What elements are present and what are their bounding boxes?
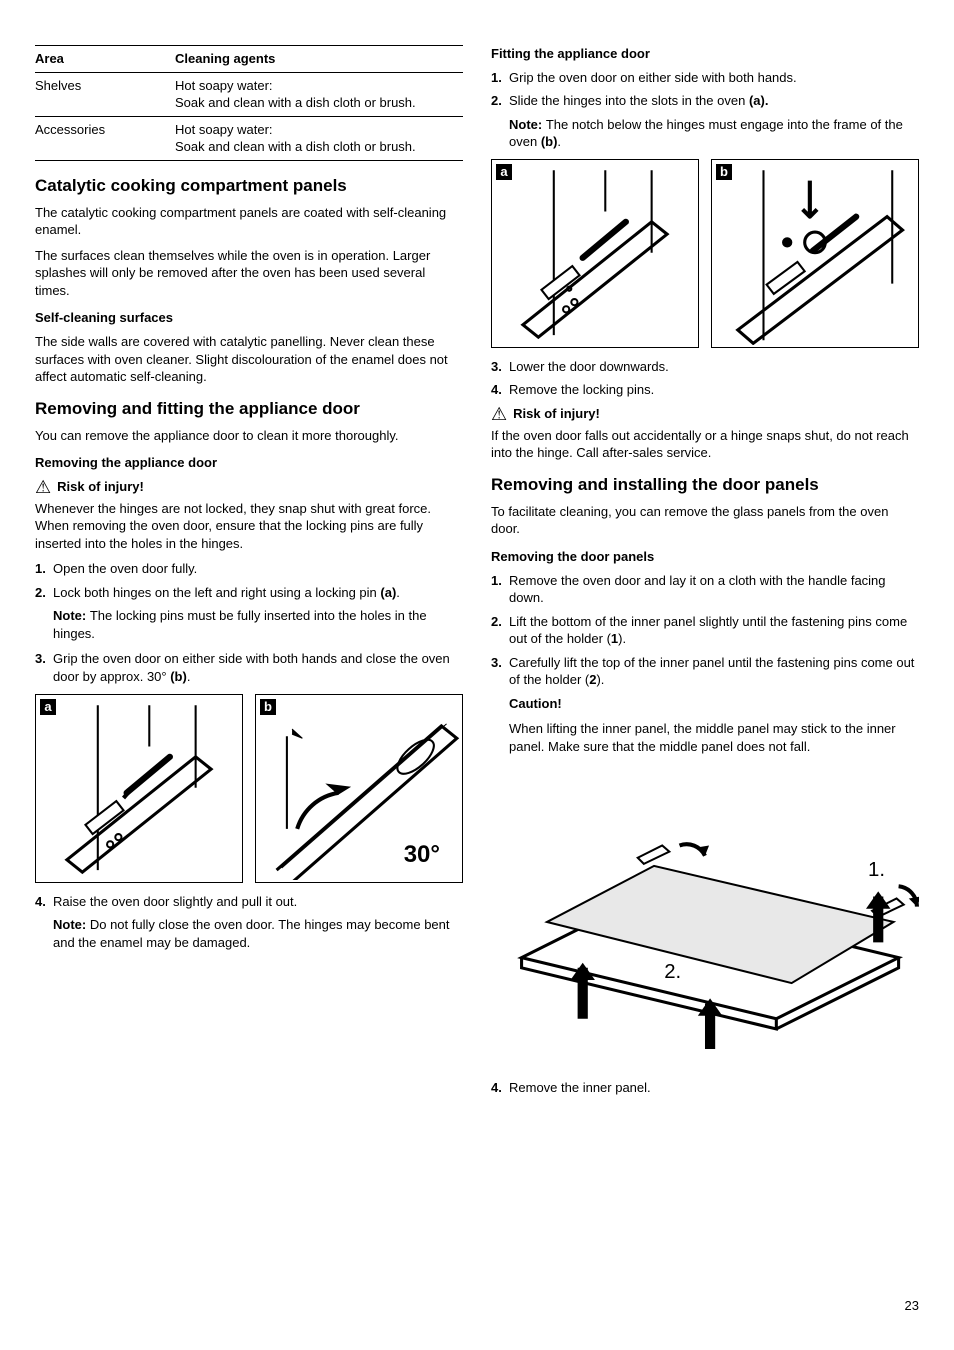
subheading-remove-panels: Removing the door panels	[491, 548, 919, 566]
heading-remove-fit: Removing and fitting the appliance door	[35, 398, 463, 421]
paragraph: To facilitate cleaning, you can remove t…	[491, 503, 919, 538]
heading-catalytic: Catalytic cooking compartment panels	[35, 175, 463, 198]
warning-text: If the oven door falls out accidentally …	[491, 427, 919, 462]
caution-text: When lifting the inner panel, the middle…	[491, 720, 919, 755]
steps-removing-cont: Grip the oven door on either side with b…	[35, 650, 463, 685]
cell-area: Shelves	[35, 72, 175, 116]
warning-label: Risk of injury!	[57, 478, 144, 496]
step-item: Open the oven door fully.	[35, 560, 463, 578]
note: Note: The notch below the hinges must en…	[491, 116, 919, 151]
warning-row: ⚠ Risk of injury!	[35, 478, 463, 496]
cell-area: Accessories	[35, 116, 175, 160]
warning-icon: ⚠	[35, 478, 51, 496]
step-item: Grip the oven door on either side with b…	[491, 69, 919, 87]
warning-text: Whenever the hinges are not locked, they…	[35, 500, 463, 553]
door-panel-diagram: 1. 2.	[491, 764, 919, 1049]
steps-panels-cont: Remove the inner panel.	[491, 1079, 919, 1097]
left-column: Area Cleaning agents Shelves Hot soapy w…	[35, 45, 463, 1102]
page-columns: Area Cleaning agents Shelves Hot soapy w…	[35, 45, 919, 1102]
paragraph: The catalytic cooking compartment panels…	[35, 204, 463, 239]
note: Note: Do not fully close the oven door. …	[35, 916, 463, 951]
panel-callout-1: 1.	[868, 859, 885, 881]
right-column: Fitting the appliance door Grip the oven…	[491, 45, 919, 1102]
steps-fitting-cont: Lower the door downwards. Remove the loc…	[491, 358, 919, 399]
figure-row-fitting: a b	[491, 159, 919, 348]
panel-callout-2: 2.	[664, 960, 681, 982]
figure-fit-b: b	[711, 159, 919, 348]
steps-removing-cont2: Raise the oven door slightly and pull it…	[35, 893, 463, 911]
cell-agent: Hot soapy water: Soak and clean with a d…	[175, 116, 463, 160]
steps-removing: Open the oven door fully. Lock both hing…	[35, 560, 463, 601]
figure-fit-a: a	[491, 159, 699, 348]
step-item: Raise the oven door slightly and pull it…	[35, 893, 463, 911]
paragraph: The side walls are covered with catalyti…	[35, 333, 463, 386]
hinge-fit-diagram-a	[492, 160, 698, 345]
step-item: Carefully lift the top of the inner pane…	[491, 654, 919, 689]
subheading-selfclean: Self-cleaning surfaces	[35, 309, 463, 327]
step-item: Lift the bottom of the inner panel sligh…	[491, 613, 919, 648]
cleaning-table: Area Cleaning agents Shelves Hot soapy w…	[35, 45, 463, 161]
figure-b: b 30°	[255, 694, 463, 883]
step-item: Lower the door downwards.	[491, 358, 919, 376]
heading-door-panels: Removing and installing the door panels	[491, 474, 919, 497]
step-item: Lock both hinges on the left and right u…	[35, 584, 463, 602]
steps-panels: Remove the oven door and lay it on a clo…	[491, 572, 919, 689]
step-item: Remove the locking pins.	[491, 381, 919, 399]
table-header-area: Area	[35, 46, 175, 73]
step-item: Grip the oven door on either side with b…	[35, 650, 463, 685]
caution: Caution!	[491, 695, 919, 713]
cell-agent: Hot soapy water: Soak and clean with a d…	[175, 72, 463, 116]
step-item: Remove the inner panel.	[491, 1079, 919, 1097]
figure-door-panel: 1. 2.	[491, 764, 919, 1049]
paragraph: The surfaces clean themselves while the …	[35, 247, 463, 300]
page-number: 23	[905, 1297, 919, 1315]
step-item: Slide the hinges into the slots in the o…	[491, 92, 919, 110]
subheading-removing: Removing the appliance door	[35, 454, 463, 472]
warning-row: ⚠ Risk of injury!	[491, 405, 919, 423]
figure-a: a	[35, 694, 243, 883]
table-header-agents: Cleaning agents	[175, 46, 463, 73]
hinge-fit-diagram-b	[712, 160, 918, 345]
paragraph: You can remove the appliance door to cle…	[35, 427, 463, 445]
table-row: Accessories Hot soapy water: Soak and cl…	[35, 116, 463, 160]
table-row: Shelves Hot soapy water: Soak and clean …	[35, 72, 463, 116]
hinge-diagram-a	[36, 695, 242, 880]
figure-row-removing: a b	[35, 694, 463, 883]
warning-label: Risk of injury!	[513, 405, 600, 423]
step-item: Remove the oven door and lay it on a clo…	[491, 572, 919, 607]
note: Note: The locking pins must be fully ins…	[35, 607, 463, 642]
angle-label: 30°	[404, 839, 440, 871]
subheading-fitting: Fitting the appliance door	[491, 45, 919, 63]
warning-icon: ⚠	[491, 405, 507, 423]
steps-fitting: Grip the oven door on either side with b…	[491, 69, 919, 110]
